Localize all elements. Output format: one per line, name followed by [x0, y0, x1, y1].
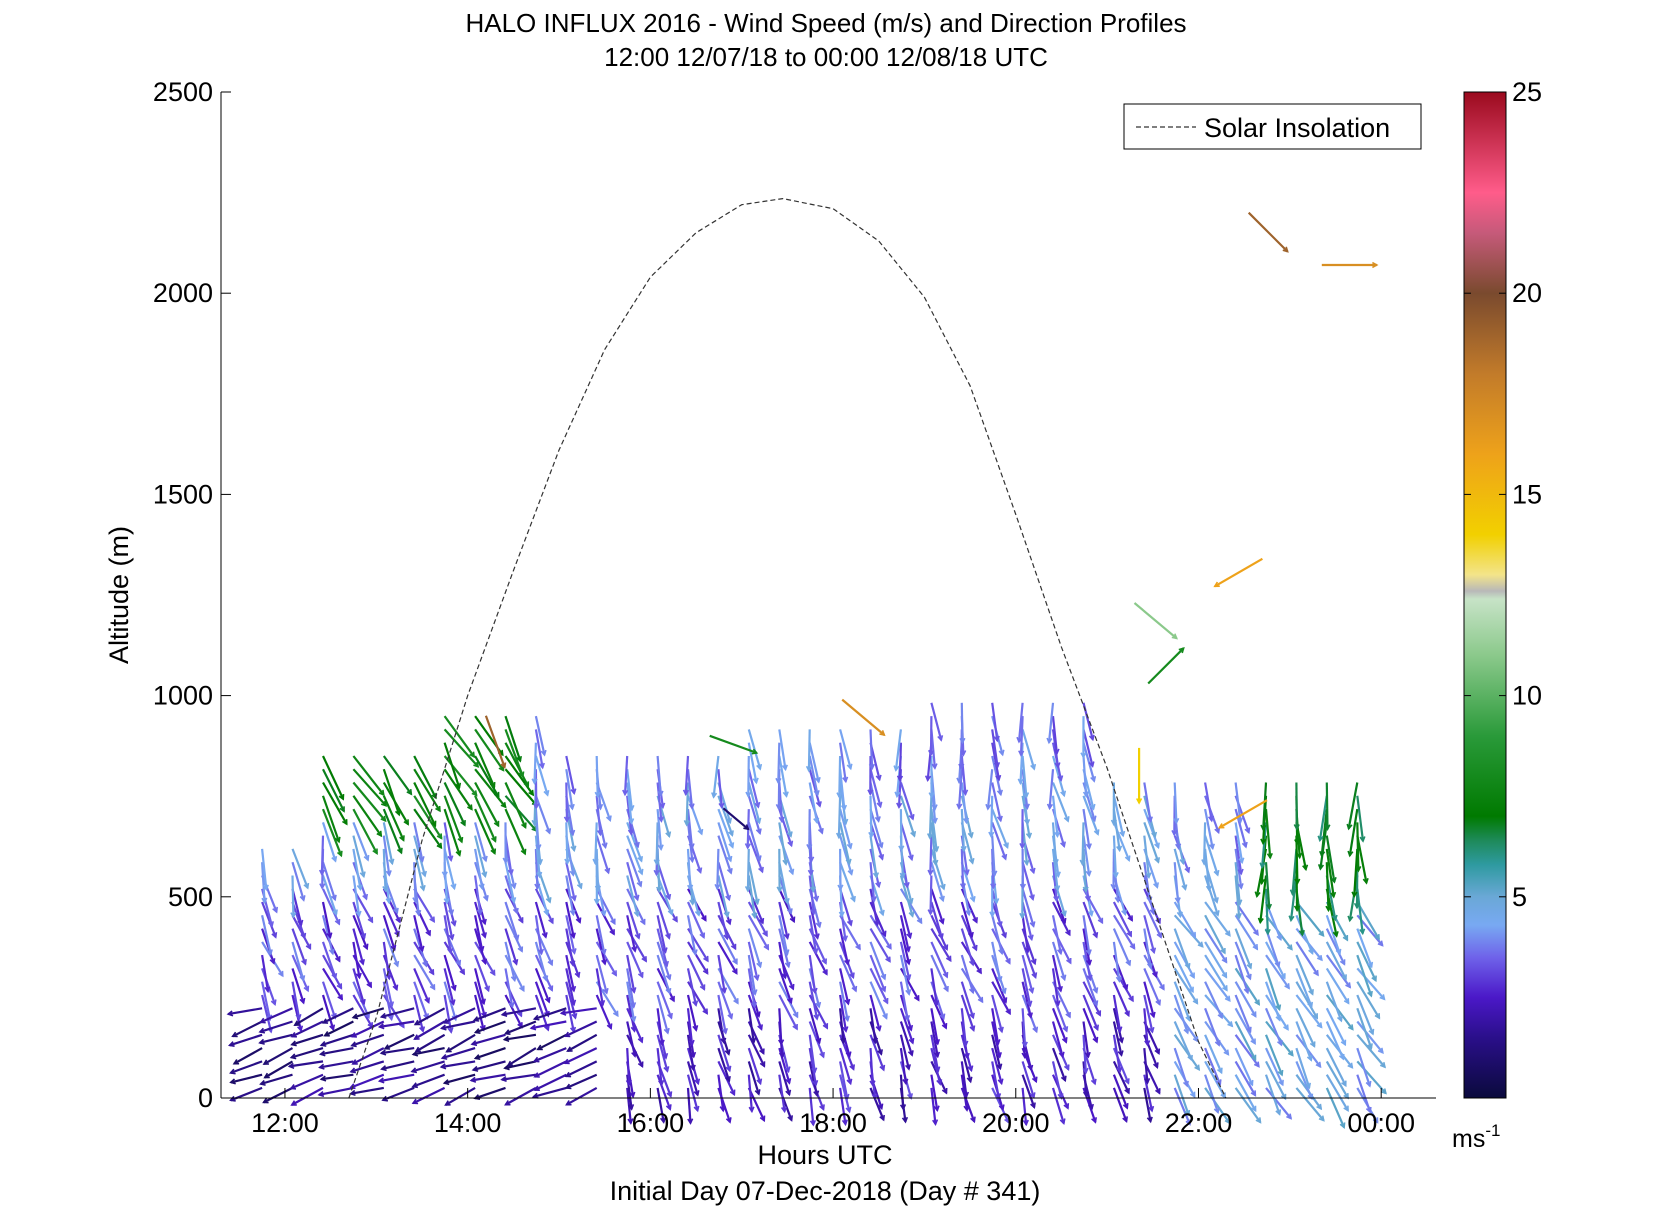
colorbar-unit-exp: -1 [1485, 1121, 1500, 1140]
colorbar-gradient [1464, 92, 1506, 1098]
colorbar-tick-label: 15 [1512, 479, 1542, 509]
y-tick-label: 500 [168, 882, 213, 912]
y-axis-label: Altitude (m) [104, 526, 134, 664]
colorbar-unit-base: ms [1452, 1125, 1485, 1153]
y-tick-label: 1000 [153, 681, 213, 711]
colorbar-tick-label: 5 [1512, 882, 1527, 912]
y-tick-label: 1500 [153, 479, 213, 509]
colorbar-tick-label: 10 [1512, 681, 1542, 711]
legend-label: Solar Insolation [1204, 113, 1390, 143]
plot-area: 12:00 14:00 16:00 18:00 20:00 22:00 00:00 0 500… [153, 77, 1436, 1138]
chart-subtitle: 12:00 12/07/18 to 00:00 12/08/18 UTC [604, 42, 1048, 72]
x-tick-label: 20:00 [982, 1108, 1050, 1138]
y-tick-label: 0 [198, 1083, 213, 1113]
x-axis-label-day: Initial Day 07-Dec-2018 (Day # 341) [610, 1176, 1041, 1206]
legend: Solar Insolation [1124, 104, 1421, 149]
x-tick-label: 00:00 [1347, 1108, 1415, 1138]
x-tick-label: 16:00 [617, 1108, 685, 1138]
colorbar-tick-label: 25 [1512, 77, 1542, 107]
x-axis-label: Hours UTC [757, 1140, 892, 1170]
x-tick-label: 14:00 [434, 1108, 502, 1138]
x-tick-label: 18:00 [799, 1108, 867, 1138]
x-tick-label: 22:00 [1165, 1108, 1233, 1138]
y-tick-label: 2000 [153, 278, 213, 308]
colorbar-tick-label: 20 [1512, 278, 1542, 308]
x-tick-label: 12:00 [251, 1108, 319, 1138]
y-tick-label: 2500 [153, 77, 213, 107]
chart-title: HALO INFLUX 2016 - Wind Speed (m/s) and … [465, 8, 1186, 38]
